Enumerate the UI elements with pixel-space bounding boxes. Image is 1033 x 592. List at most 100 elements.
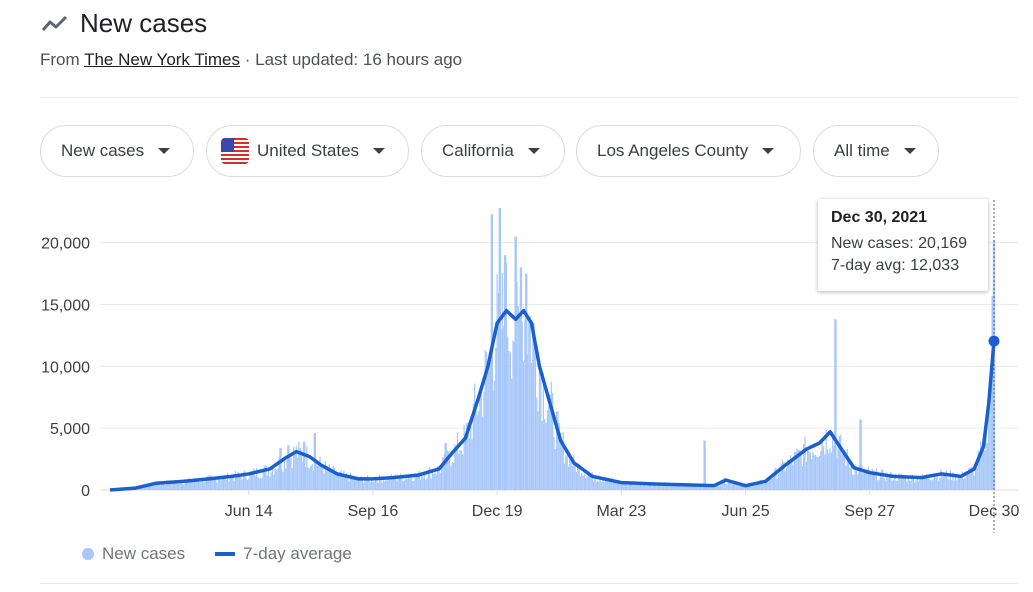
daily-case-bar (386, 480, 389, 490)
daily-case-bar (249, 471, 251, 490)
daily-case-bar (401, 476, 403, 490)
daily-case-bar (830, 452, 833, 490)
daily-case-bar (296, 457, 299, 490)
daily-case-bar (961, 471, 963, 490)
metric-dropdown[interactable]: New cases (40, 125, 194, 177)
daily-case-bar (575, 472, 578, 490)
daily-case-bar (185, 479, 188, 490)
y-tick-label: 10,000 (41, 359, 90, 376)
daily-case-bar (939, 477, 941, 490)
daily-case-bar (503, 326, 505, 490)
daily-case-bar (487, 366, 489, 490)
daily-case-bar (349, 472, 352, 490)
daily-case-bar (690, 485, 692, 490)
daily-case-bar (294, 454, 296, 490)
daily-case-bar (635, 484, 637, 490)
daily-case-bar (710, 487, 712, 490)
daily-case-bar (228, 481, 230, 490)
daily-case-bar (805, 462, 807, 490)
state-dropdown-label: California (442, 141, 514, 160)
county-dropdown[interactable]: Los Angeles County (576, 125, 801, 177)
daily-case-bar (270, 472, 272, 490)
daily-case-bar (680, 486, 682, 490)
daily-case-bar (221, 478, 223, 490)
daily-case-bar (748, 484, 751, 490)
daily-case-bar (628, 483, 630, 490)
daily-case-bar (623, 483, 625, 490)
daily-case-bar (365, 479, 367, 490)
daily-case-bar (759, 480, 761, 490)
daily-case-bar (205, 477, 208, 490)
daily-case-bar (441, 464, 443, 490)
daily-case-bar (768, 479, 770, 490)
daily-case-bar (685, 485, 687, 490)
daily-case-bar (159, 484, 161, 490)
daily-case-bar (763, 483, 765, 490)
daily-case-bar (444, 443, 447, 490)
daily-case-bar (293, 447, 295, 490)
chart-tooltip: Dec 30, 2021 New cases: 20,169 7-day avg… (818, 199, 988, 291)
daily-case-bar (310, 466, 312, 490)
daily-case-bar (834, 319, 837, 490)
daily-case-bar (594, 478, 596, 490)
daily-case-bar (703, 440, 706, 490)
daily-case-bar (669, 485, 671, 490)
daily-case-bar (148, 484, 151, 490)
tooltip-7day-avg: 7-day avg: 12,033 (831, 257, 960, 274)
state-dropdown[interactable]: California (421, 125, 565, 177)
daily-case-bar (224, 475, 226, 490)
daily-case-bar (783, 462, 785, 490)
daily-case-bar (233, 480, 235, 490)
daily-case-bar (618, 483, 620, 490)
daily-case-bar (608, 480, 611, 490)
cases-chart[interactable]: 0 5,000 10,000 15,000 20,000 Jun 14 Sep 16 Dec … (0, 195, 1033, 535)
daily-case-bar (241, 479, 243, 490)
legend-7day-average: 7-day average (215, 544, 352, 564)
daily-case-bar (988, 415, 990, 490)
daily-case-bar (347, 477, 349, 490)
daily-case-bar (171, 483, 173, 490)
daily-case-bar (656, 486, 658, 490)
daily-case-bar (505, 262, 508, 490)
daily-case-bar (701, 486, 703, 490)
daily-case-bar (209, 475, 212, 490)
timerange-dropdown[interactable]: All time (813, 125, 939, 177)
daily-case-bar (273, 474, 275, 490)
daily-case-bar (519, 267, 523, 490)
daily-case-bar (489, 346, 492, 490)
daily-case-bar (982, 433, 985, 490)
daily-case-bar (779, 472, 781, 490)
daily-case-bar (265, 465, 267, 490)
daily-case-bar (582, 475, 584, 490)
daily-case-bar (842, 452, 844, 490)
daily-case-bar (393, 478, 395, 490)
daily-case-bar (588, 474, 591, 490)
daily-case-bar (439, 472, 441, 490)
daily-case-bar (828, 452, 830, 490)
chevron-down-icon (158, 148, 171, 154)
trending-line-icon (41, 15, 68, 31)
daily-case-bar (162, 483, 164, 490)
daily-case-bar (706, 485, 708, 490)
daily-case-bar (411, 481, 414, 490)
daily-case-bar (426, 477, 428, 490)
tooltip-date: Dec 30, 2021 (831, 209, 928, 226)
daily-case-bar (947, 478, 949, 490)
daily-case-bar (200, 481, 202, 490)
daily-case-bar (438, 469, 440, 490)
daily-case-bar (726, 484, 728, 490)
daily-case-bar (620, 484, 622, 490)
daily-case-bar (291, 468, 293, 490)
country-dropdown[interactable]: United States (206, 125, 409, 177)
source-link[interactable]: The New York Times (84, 50, 240, 69)
daily-case-bar (422, 477, 424, 490)
daily-case-bar (396, 480, 398, 490)
daily-case-bar (442, 457, 444, 490)
daily-case-bar (615, 480, 617, 490)
daily-case-bar (888, 474, 891, 490)
daily-case-bar (378, 474, 381, 490)
daily-case-bar (924, 477, 926, 490)
metric-dropdown-label: New cases (61, 141, 145, 160)
daily-case-bar (208, 475, 210, 490)
daily-case-bar (425, 479, 427, 490)
